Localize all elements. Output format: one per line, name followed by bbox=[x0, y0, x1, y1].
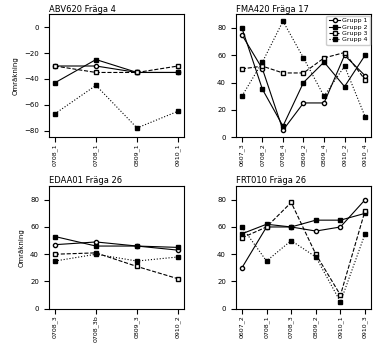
Y-axis label: Omräkning: Omräkning bbox=[18, 228, 24, 267]
Y-axis label: Omräkning: Omräkning bbox=[13, 56, 19, 95]
Text: EDAA01 Fräga 26: EDAA01 Fräga 26 bbox=[49, 176, 122, 185]
Text: ABV620 Fräga 4: ABV620 Fräga 4 bbox=[49, 5, 116, 14]
Legend: Grupp 1, Grupp 2, Grupp 3, Grupp 4: Grupp 1, Grupp 2, Grupp 3, Grupp 4 bbox=[326, 15, 370, 45]
Text: FRT010 Fräga 26: FRT010 Fräga 26 bbox=[236, 176, 306, 185]
Text: FMA420 Fräga 17: FMA420 Fräga 17 bbox=[236, 5, 309, 14]
